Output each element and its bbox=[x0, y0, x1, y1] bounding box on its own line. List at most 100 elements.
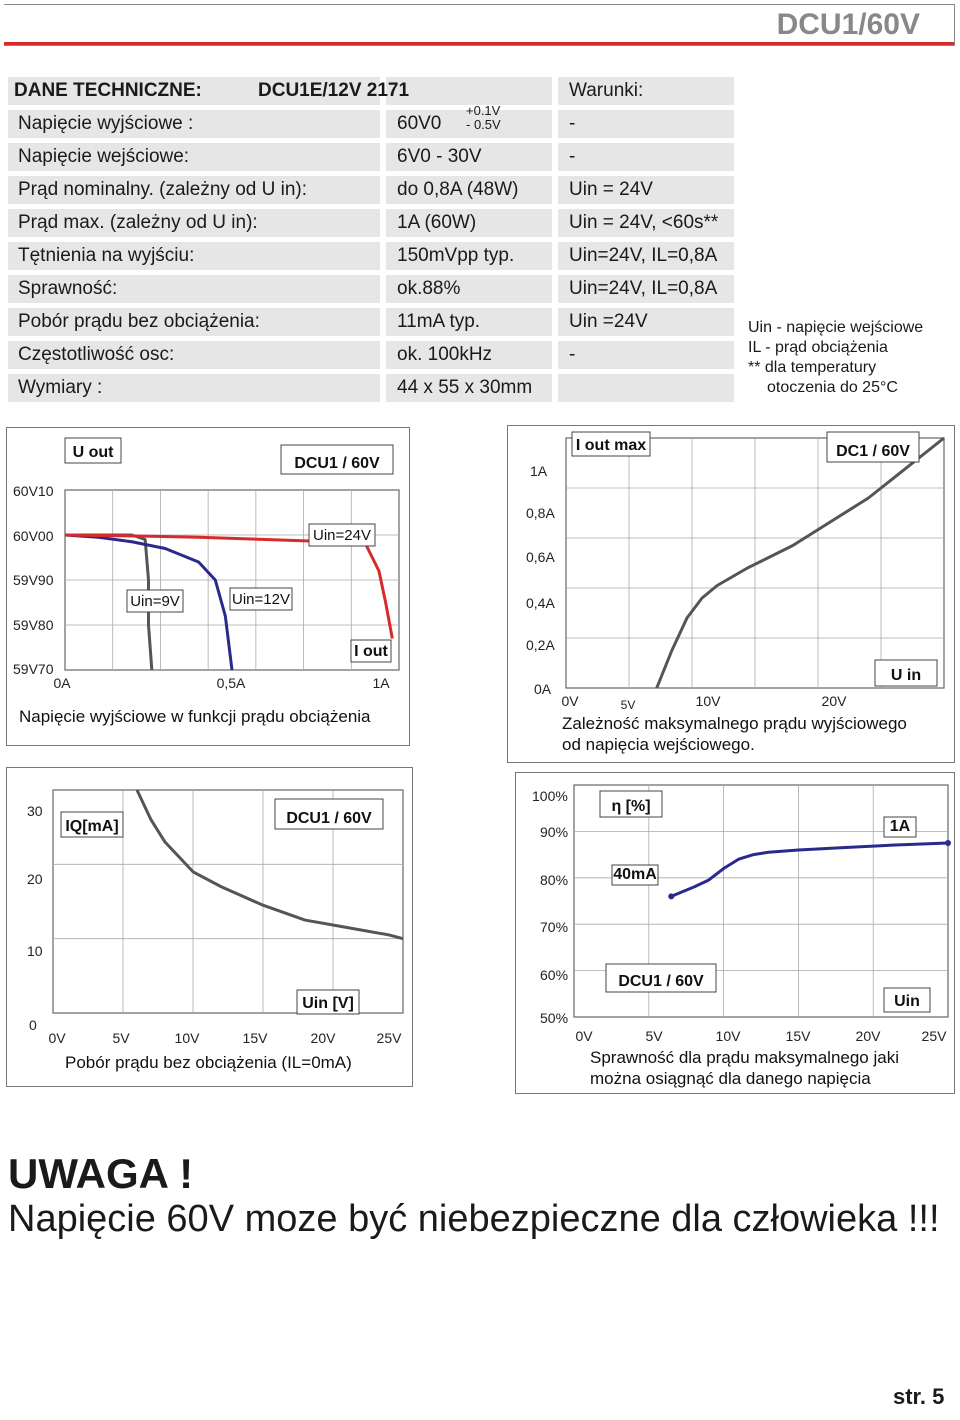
y-tick-label: 1A bbox=[530, 463, 548, 479]
y-axis-label-box bbox=[60, 811, 124, 838]
spec-row-bg-condition bbox=[558, 374, 734, 402]
y-axis-label: U out bbox=[73, 444, 115, 461]
x-tick-label: 15V bbox=[786, 1028, 812, 1044]
spec-row-value: ok. 100kHz bbox=[397, 344, 493, 365]
x-axis-label: U in bbox=[891, 667, 921, 684]
spec-row-bg-condition bbox=[558, 143, 734, 171]
series-line bbox=[655, 436, 945, 689]
spec-row-label: Pobór prądu bez obciążenia: bbox=[18, 311, 260, 332]
spec-row-condition: Uin =24V bbox=[569, 311, 648, 332]
x-axis-label: I out bbox=[354, 643, 388, 660]
y-tick-label: 100% bbox=[532, 788, 568, 804]
spec-row-label: Napięcie wejściowe: bbox=[18, 146, 190, 167]
spec-tolerance-plus: +0.1V bbox=[466, 103, 501, 118]
spec-row-value: ok.88% bbox=[397, 278, 461, 299]
x-axis-label: Uin [V] bbox=[302, 995, 354, 1012]
y-axis-label: IQ[mA] bbox=[65, 818, 118, 835]
warning-title: UWAGA ! bbox=[8, 1150, 194, 1197]
spec-row-value: do 0,8A (48W) bbox=[397, 179, 519, 200]
spec-row-value: 6V0 - 30V bbox=[397, 146, 482, 167]
y-axis-label-box bbox=[64, 437, 122, 464]
spec-row-bg-label bbox=[8, 374, 380, 402]
y-tick-label: 50% bbox=[540, 1010, 568, 1026]
y-tick-label: 10 bbox=[27, 943, 43, 959]
chart-title-box bbox=[280, 444, 394, 475]
spec-row-bg-value bbox=[386, 176, 552, 204]
spec-row-bg-condition bbox=[558, 308, 734, 336]
y-axis-label-box bbox=[571, 431, 651, 457]
x-tick-label: 0,5A bbox=[217, 675, 246, 691]
spec-row-label: Częstotliwość osc: bbox=[18, 344, 175, 365]
spec-row-condition: - bbox=[569, 344, 576, 365]
y-tick-label: 0,2A bbox=[526, 637, 555, 653]
series-label-9v-box bbox=[126, 589, 184, 613]
y-tick-label: 59V90 bbox=[13, 572, 54, 588]
y-axis-label: η [%] bbox=[611, 798, 650, 815]
spec-heading-bg-left bbox=[8, 77, 380, 105]
chart-caption: Sprawność dla prądu maksymalnego jaki bbox=[590, 1048, 899, 1067]
x-tick-label: 0V bbox=[561, 693, 579, 709]
x-axis-label-box bbox=[350, 639, 392, 663]
header-red-rule bbox=[4, 42, 954, 45]
chart-panel-uout: 60V10 60V00 59V90 59V80 59V70 0A 0,5A 1A DCU1 / … bbox=[6, 427, 410, 746]
spec-tolerance-minus: - 0.5V bbox=[466, 117, 501, 132]
x-axis-label-box bbox=[883, 987, 931, 1013]
spec-row-condition: - bbox=[569, 146, 576, 167]
x-axis-label: Uin bbox=[894, 993, 920, 1010]
spec-row-bg-value bbox=[386, 143, 552, 171]
spec-row-value: 60V0 bbox=[397, 113, 442, 134]
spec-heading-bg-mid bbox=[386, 77, 552, 105]
series-line bbox=[135, 789, 404, 941]
annotation-1a: 1A bbox=[890, 818, 911, 835]
x-tick-label: 25V bbox=[377, 1030, 403, 1046]
spec-model: DCU1E/12V 2171 bbox=[258, 80, 410, 101]
y-tick-label: 60% bbox=[540, 967, 568, 983]
spec-row-bg-value bbox=[386, 275, 552, 303]
series-line bbox=[670, 841, 949, 898]
y-tick-label: 80% bbox=[540, 872, 568, 888]
y-tick-label: 0 bbox=[29, 1017, 37, 1033]
y-tick-label: 70% bbox=[540, 919, 568, 935]
spec-conditions-heading: Warunki: bbox=[569, 80, 644, 101]
spec-row-condition: - bbox=[569, 113, 576, 134]
spec-row-bg-condition bbox=[558, 176, 734, 204]
x-tick-label: 5V bbox=[645, 1028, 663, 1044]
page-number: str. 5 bbox=[893, 1384, 945, 1409]
series-label-9v: Uin=9V bbox=[130, 593, 180, 610]
series-label-12v: Uin=12V bbox=[232, 591, 290, 608]
series-label-24v: Uin=24V bbox=[313, 527, 371, 544]
x-tick-label: 10V bbox=[696, 693, 722, 709]
spec-row-condition: Uin = 24V bbox=[569, 179, 653, 200]
chart-title: DCU1 / 60V bbox=[618, 973, 704, 990]
chart-panel-iq: 30 20 10 0 0V 5V 10V 15V 20V 25V DCU1 / 60V IQ[mA] U… bbox=[6, 767, 413, 1087]
spec-heading-bg-right bbox=[558, 77, 734, 105]
spec-row-bg-value bbox=[386, 341, 552, 369]
spec-row-bg-label bbox=[8, 308, 380, 336]
spec-row-value: 44 x 55 x 30mm bbox=[397, 377, 533, 398]
chart-caption: Pobór prądu bez obciążenia (IL=0mA) bbox=[65, 1053, 352, 1072]
spec-row-bg-condition bbox=[558, 242, 734, 270]
y-axis-label-box bbox=[599, 790, 663, 818]
x-axis-label-box bbox=[874, 659, 938, 687]
series-line bbox=[64, 533, 234, 671]
spec-row-value: 1A (60W) bbox=[397, 212, 477, 233]
series-end-marker bbox=[945, 840, 951, 846]
chart-title-box bbox=[274, 798, 384, 830]
y-tick-label: 60V10 bbox=[13, 483, 54, 499]
y-tick-label: 30 bbox=[27, 803, 43, 819]
y-tick-label: 0,6A bbox=[526, 549, 555, 565]
x-tick-label: 20V bbox=[311, 1030, 337, 1046]
warning-text: Napięcie 60V moze być niebezpieczne dla … bbox=[8, 1198, 940, 1240]
y-tick-label: 0A bbox=[534, 681, 552, 697]
series-label-12v-box bbox=[229, 587, 293, 611]
y-axis-label: I out max bbox=[576, 437, 646, 454]
spec-row-value: 11mA typ. bbox=[397, 311, 481, 332]
spec-row-label: Prąd nominalny. (zależny od U in): bbox=[18, 179, 307, 200]
spec-row-label: Sprawność: bbox=[18, 278, 118, 299]
spec-row-label: Napięcie wyjściowe : bbox=[18, 113, 194, 134]
y-tick-label: 59V80 bbox=[13, 617, 54, 633]
spec-row-bg-condition bbox=[558, 341, 734, 369]
spec-note: otoczenia do 25°C bbox=[767, 379, 898, 396]
chart-caption: Zależność maksymalnego prądu wyjściowego bbox=[562, 714, 907, 733]
y-tick-label: 20 bbox=[27, 871, 43, 887]
